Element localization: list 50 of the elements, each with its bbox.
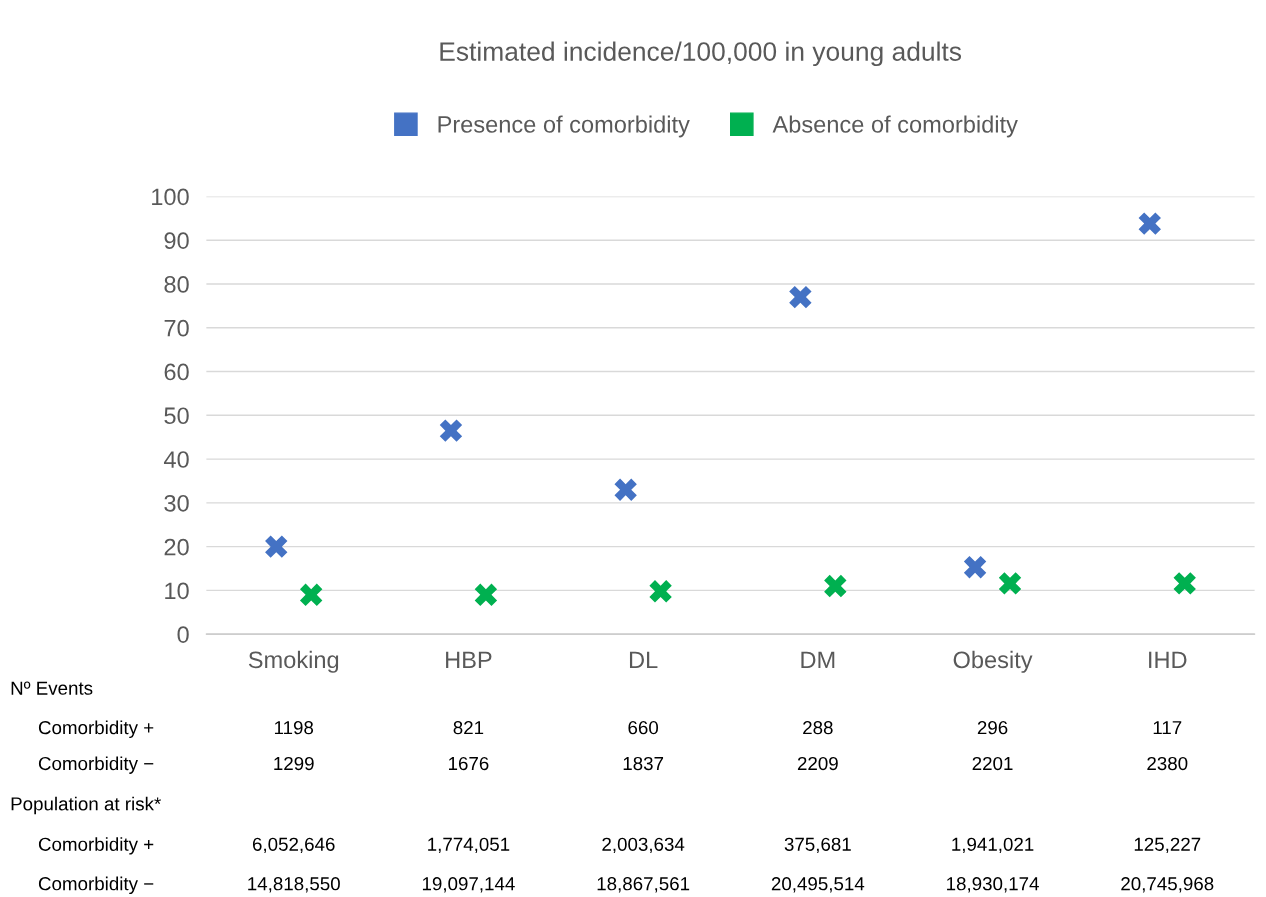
text: 2209 <box>797 756 838 771</box>
x-tick-label: DM <box>801 651 835 668</box>
text: 14,818,550 <box>248 877 340 893</box>
chart-title: Estimated incidence/100,000 in young adults <box>440 41 962 67</box>
text: 20,745,968 <box>1121 877 1214 893</box>
text: 18,930,174 <box>947 877 1039 893</box>
text: 20,495,514 <box>771 877 865 893</box>
text: 2201 <box>972 756 1013 771</box>
text: Comorbidity − <box>38 756 154 774</box>
text: Comorbidity + <box>38 837 154 855</box>
text: Nº Events <box>11 681 93 695</box>
y-tick-label: 100 <box>152 188 189 206</box>
y-tick-label: 30 <box>164 494 189 512</box>
x-tick-label: IHD <box>1149 651 1187 668</box>
text: 375,681 <box>784 837 851 854</box>
y-tick-label: 10 <box>165 582 189 600</box>
text: 18,867,561 <box>597 877 690 893</box>
text: 19,097,144 <box>422 877 515 893</box>
text: 1,941,021 <box>952 837 1034 854</box>
text: 2380 <box>1147 756 1188 771</box>
text: 1837 <box>623 756 664 771</box>
text: 1299 <box>274 756 314 771</box>
text: 6,052,646 <box>252 837 335 854</box>
text: 1,774,051 <box>428 837 510 854</box>
text: 288 <box>803 721 833 735</box>
legend-label: Presence of comorbidity <box>438 115 690 138</box>
x-tick-label: Smoking <box>248 650 339 673</box>
text: Comorbidity + <box>38 720 154 738</box>
text: 117 <box>1153 721 1182 735</box>
y-tick-label: 40 <box>163 451 189 468</box>
text: 821 <box>453 721 484 735</box>
y-tick-label: 50 <box>164 407 189 425</box>
y-tick-label: 70 <box>164 319 189 337</box>
text: 125,227 <box>1134 837 1201 854</box>
legend-label: Absence of comorbidity <box>772 115 1018 138</box>
y-tick-label: 90 <box>164 232 189 249</box>
text: 296 <box>977 721 1008 735</box>
y-tick-label: 0 <box>177 626 189 643</box>
text: Comorbidity − <box>38 876 154 895</box>
y-tick-label: 60 <box>164 363 189 381</box>
text: 1676 <box>449 756 489 771</box>
text: Population at risk* <box>11 796 161 815</box>
x-tick-label: Obesity <box>953 650 1033 673</box>
text: 1198 <box>274 721 314 735</box>
x-tick-label: DL <box>629 651 658 668</box>
x-tick-label: HBP <box>446 651 492 668</box>
y-tick-label: 80 <box>164 276 189 293</box>
text: 660 <box>628 721 659 735</box>
y-tick-label: 20 <box>164 538 189 556</box>
text: 2,003,634 <box>602 837 685 854</box>
